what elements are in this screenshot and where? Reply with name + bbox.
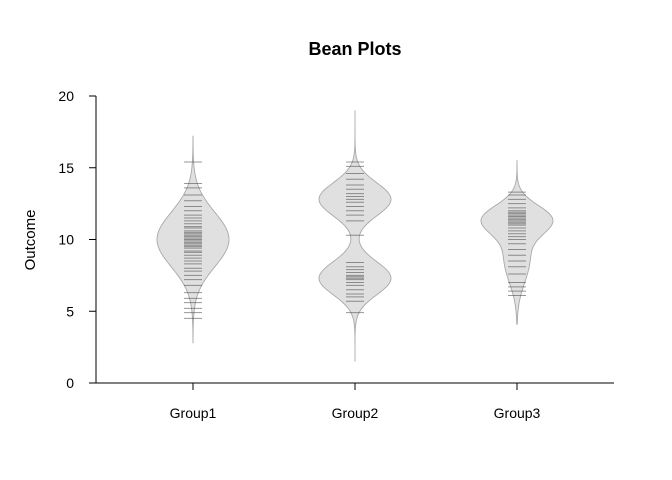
y-tick-label: 20 bbox=[58, 88, 74, 104]
bean-outline bbox=[480, 160, 554, 325]
y-tick-label: 10 bbox=[58, 232, 74, 248]
beans-layer bbox=[156, 110, 554, 362]
x-axis: Group1 Group2 Group3 bbox=[96, 382, 614, 421]
y-tick-label: 0 bbox=[66, 375, 74, 391]
bean-group2 bbox=[318, 110, 392, 362]
bean-outline bbox=[318, 110, 392, 362]
x-tick-label: Group2 bbox=[332, 405, 379, 421]
chart-title: Bean Plots bbox=[308, 39, 401, 59]
bean-group3 bbox=[480, 160, 554, 325]
y-tick-label: 5 bbox=[66, 303, 74, 319]
x-tick-label: Group1 bbox=[170, 405, 217, 421]
x-tick-label: Group3 bbox=[494, 405, 541, 421]
y-tick-label: 15 bbox=[58, 160, 74, 176]
y-axis: 0 5 10 15 20 bbox=[58, 88, 97, 391]
bean-group1 bbox=[156, 135, 230, 344]
y-axis-title: Outcome bbox=[22, 210, 39, 271]
